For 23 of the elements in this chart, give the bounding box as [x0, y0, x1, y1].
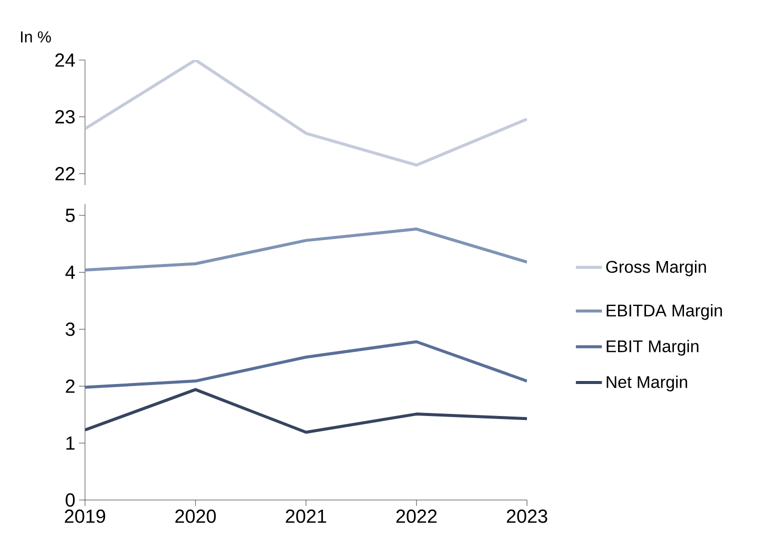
line-series [85, 228, 527, 272]
legend-label: Net Margin [606, 376, 688, 392]
legend-label: EBIT Margin [606, 340, 698, 356]
y-tick-label: 0 [66, 493, 75, 507]
x-tick-label: 2023 [506, 510, 548, 523]
y-tick-label: 1 [66, 436, 75, 450]
x-tick-label: 2022 [396, 510, 437, 523]
x-tick-label: 2019 [64, 510, 106, 523]
x-tick-label: 2021 [286, 510, 326, 523]
y-axis-title: In % [21, 31, 51, 42]
line-series [85, 388, 527, 434]
x-tick-label: 2020 [175, 510, 216, 523]
line-series [85, 60, 527, 167]
y-tick-label: 3 [66, 322, 75, 336]
y-tick-label: 23 [55, 110, 75, 124]
legend-label: EBITDA Margin [606, 304, 722, 320]
y-tick-label: 22 [55, 167, 75, 180]
legend-label: Gross Margin [606, 260, 706, 276]
y-tick-label: 5 [66, 208, 75, 222]
y-tick-label: 24 [55, 53, 75, 67]
line-series [85, 340, 527, 389]
y-tick-label: 2 [66, 380, 75, 393]
y-tick-label: 4 [65, 266, 75, 279]
